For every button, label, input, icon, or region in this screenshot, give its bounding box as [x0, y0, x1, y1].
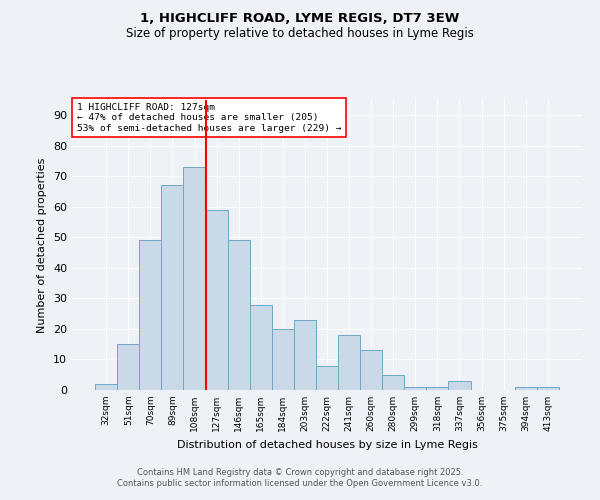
Bar [537, 387, 559, 390]
Bar [95, 384, 117, 390]
Bar [316, 366, 338, 390]
Text: Contains HM Land Registry data © Crown copyright and database right 2025.
Contai: Contains HM Land Registry data © Crown c… [118, 468, 482, 487]
Bar [338, 335, 360, 390]
Bar [250, 304, 272, 390]
Bar [515, 387, 537, 390]
Bar [139, 240, 161, 390]
Bar [272, 329, 294, 390]
Bar [161, 186, 184, 390]
Bar [382, 374, 404, 390]
Bar [448, 381, 470, 390]
Bar [206, 210, 227, 390]
Bar [184, 167, 206, 390]
Y-axis label: Number of detached properties: Number of detached properties [37, 158, 47, 332]
Bar [360, 350, 382, 390]
Text: 1 HIGHCLIFF ROAD: 127sqm
← 47% of detached houses are smaller (205)
53% of semi-: 1 HIGHCLIFF ROAD: 127sqm ← 47% of detach… [77, 103, 341, 132]
X-axis label: Distribution of detached houses by size in Lyme Regis: Distribution of detached houses by size … [176, 440, 478, 450]
Text: Size of property relative to detached houses in Lyme Regis: Size of property relative to detached ho… [126, 28, 474, 40]
Bar [117, 344, 139, 390]
Text: 1, HIGHCLIFF ROAD, LYME REGIS, DT7 3EW: 1, HIGHCLIFF ROAD, LYME REGIS, DT7 3EW [140, 12, 460, 26]
Bar [227, 240, 250, 390]
Bar [294, 320, 316, 390]
Bar [404, 387, 427, 390]
Bar [427, 387, 448, 390]
